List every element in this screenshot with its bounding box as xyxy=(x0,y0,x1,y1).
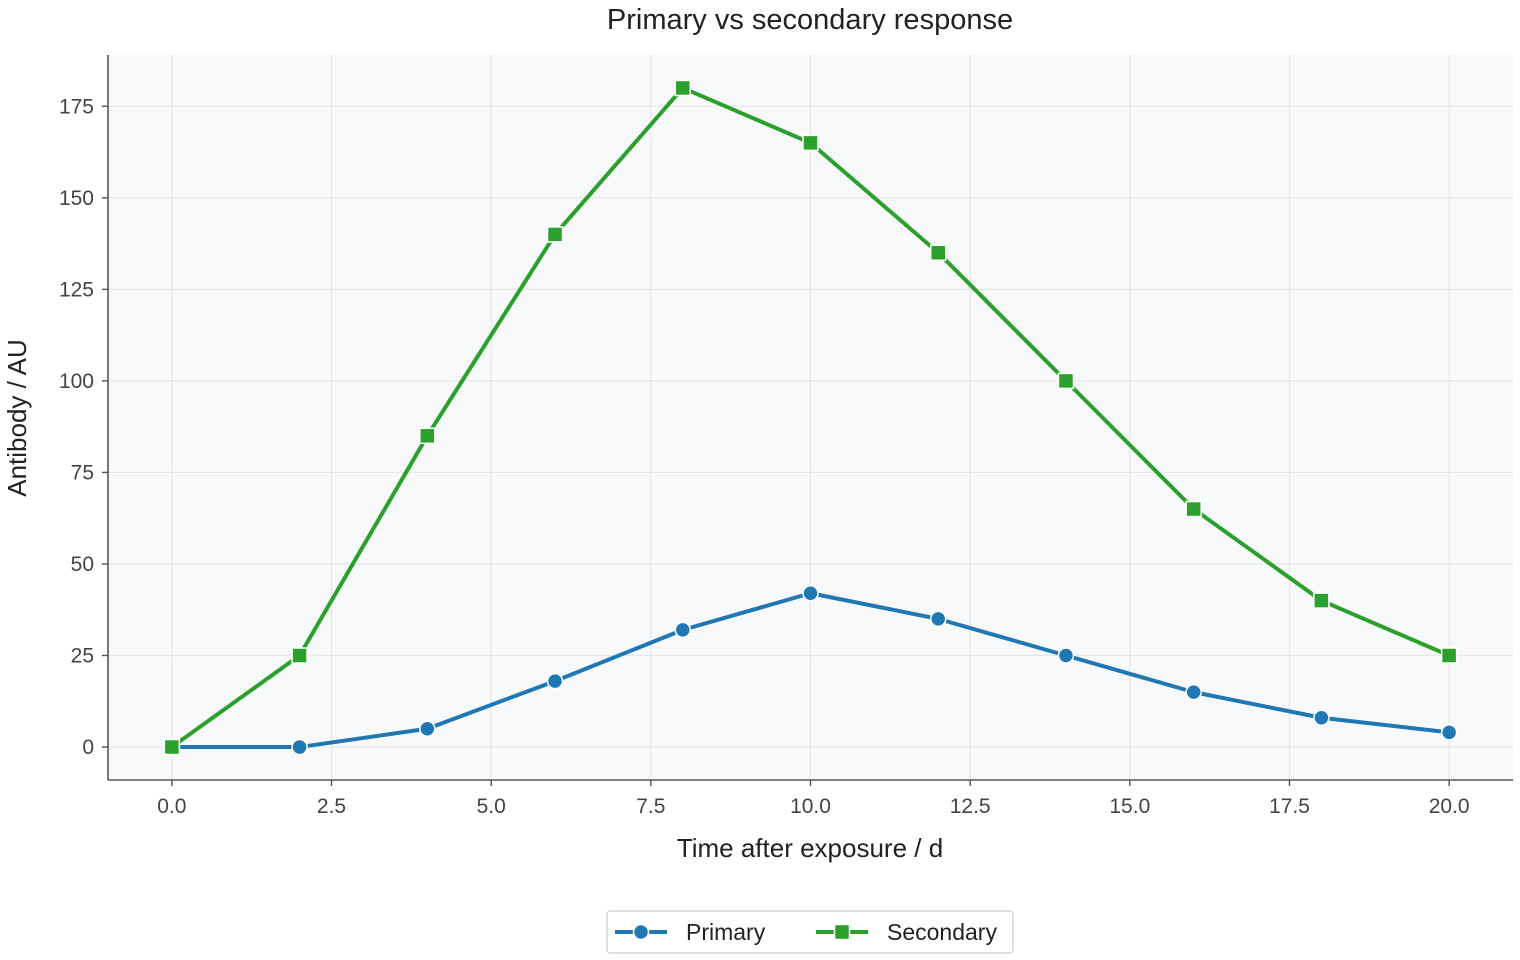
x-tick-label: 12.5 xyxy=(950,795,991,818)
legend-primary-marker xyxy=(632,923,650,941)
x-tick-label: 7.5 xyxy=(636,795,665,818)
primary-point xyxy=(1185,683,1202,701)
secondary-point xyxy=(674,79,692,97)
primary-point xyxy=(546,672,564,690)
secondary-point xyxy=(1313,592,1330,609)
y-tick-label: 75 xyxy=(71,461,94,484)
legend-secondary-marker xyxy=(833,923,851,941)
x-tick-label: 20.0 xyxy=(1429,795,1470,818)
y-ticks: 0 25 50 75 100 125 150 175 xyxy=(59,95,108,759)
secondary-point xyxy=(1057,372,1075,390)
primary-point xyxy=(674,621,692,639)
secondary-point xyxy=(546,226,564,243)
primary-point xyxy=(929,610,947,628)
y-tick-label: 25 xyxy=(71,645,94,668)
y-axis-title: Antibody / AU xyxy=(2,339,32,497)
legend: Primary Secondary xyxy=(606,910,1014,954)
primary-point xyxy=(1057,647,1075,664)
series-layer xyxy=(163,79,1458,756)
x-tick-label: 10.0 xyxy=(790,795,831,818)
secondary-point xyxy=(291,647,308,664)
x-tick-label: 15.0 xyxy=(1109,795,1150,818)
primary-point xyxy=(419,720,436,737)
primary-point xyxy=(1313,709,1330,727)
series-secondary xyxy=(163,79,1458,756)
y-tick-label: 0 xyxy=(82,736,94,759)
grid xyxy=(108,55,1513,780)
legend-frame xyxy=(606,910,1014,954)
secondary-point xyxy=(802,134,819,152)
x-tick-label: 0.0 xyxy=(157,795,186,818)
primary-point xyxy=(1440,724,1458,741)
y-tick-label: 100 xyxy=(59,370,94,393)
y-tick-label: 50 xyxy=(71,553,94,576)
x-ticks: 0.0 2.5 5.0 7.5 10.0 12.5 15.0 17.5 20.0 xyxy=(157,780,1470,818)
y-tick-label: 125 xyxy=(59,278,94,301)
secondary-point xyxy=(1185,500,1202,518)
secondary-point xyxy=(1440,647,1458,664)
x-tick-label: 17.5 xyxy=(1269,795,1310,818)
y-tick-label: 175 xyxy=(59,95,94,118)
primary-point xyxy=(802,585,819,602)
secondary-point xyxy=(419,427,436,445)
chart-title: Primary vs secondary response xyxy=(607,4,1013,36)
legend-secondary-label: Secondary xyxy=(887,919,997,945)
x-tick-label: 5.0 xyxy=(477,795,506,818)
secondary-point xyxy=(163,738,181,756)
x-axis-title: Time after exposure / d xyxy=(677,833,943,863)
x-tick-label: 2.5 xyxy=(317,795,346,818)
y-tick-label: 150 xyxy=(59,187,94,210)
legend-primary-label: Primary xyxy=(686,919,766,945)
secondary-point xyxy=(929,244,947,261)
primary-point xyxy=(291,738,308,756)
